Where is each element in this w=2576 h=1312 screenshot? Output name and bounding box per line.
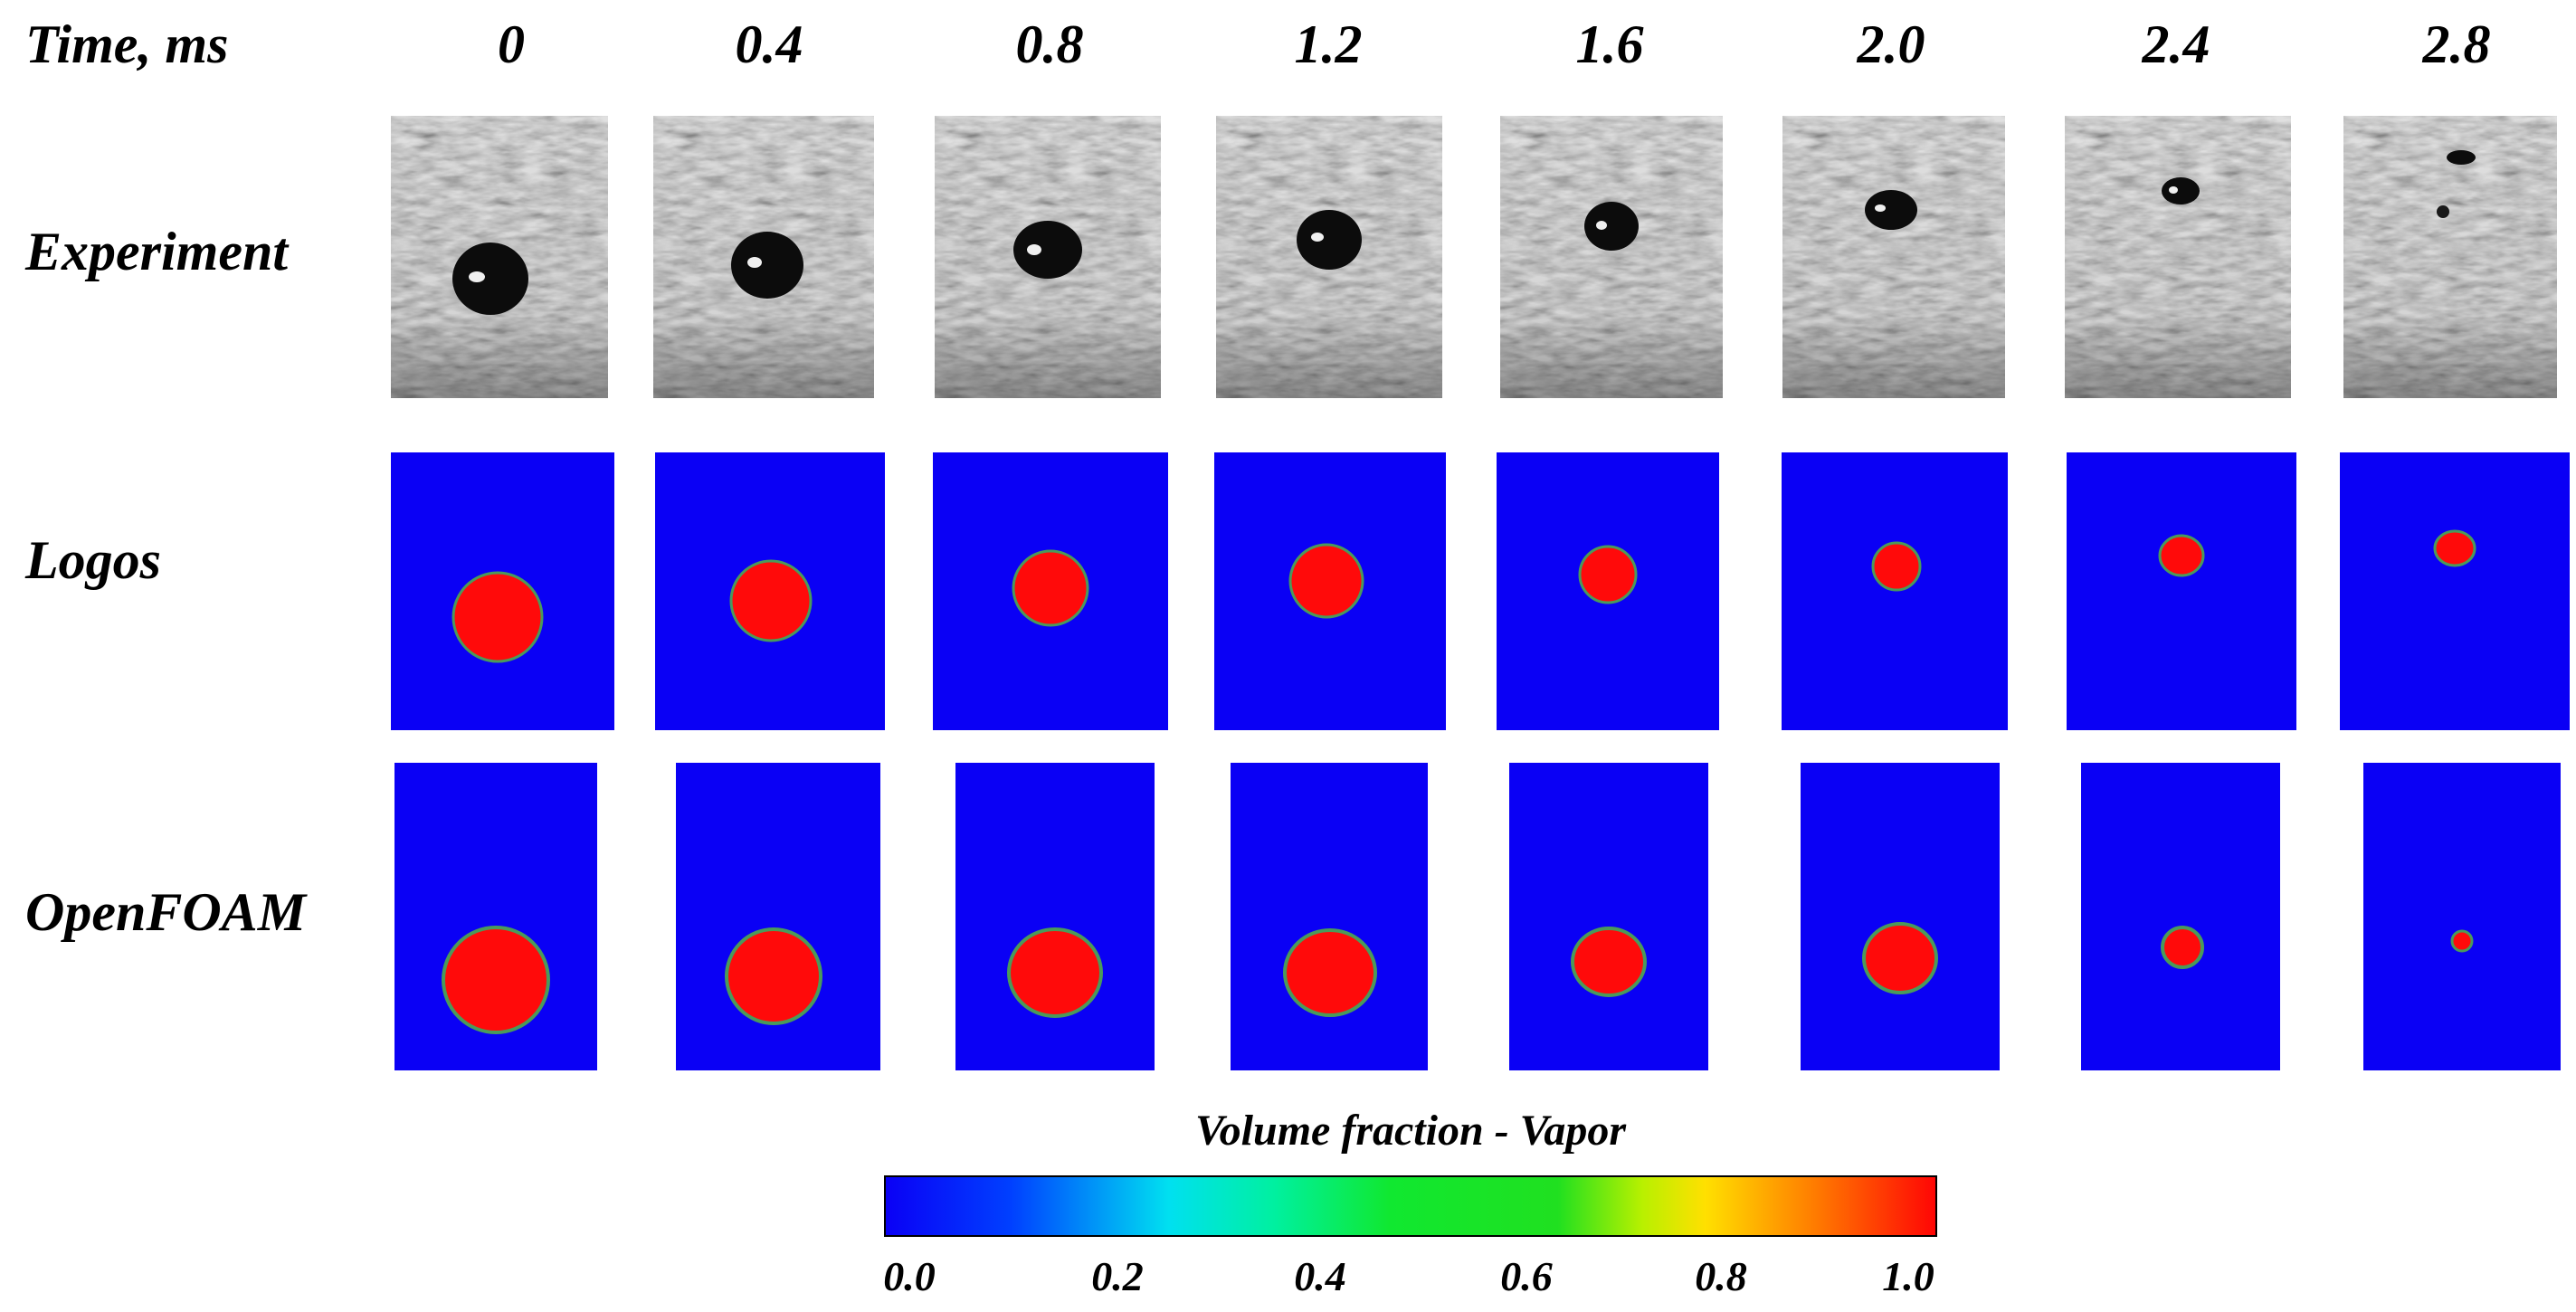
- vapor-bubble: [2161, 926, 2204, 969]
- openfoam-frame-1: [676, 763, 880, 1070]
- time-axis-label: Time, ms: [25, 14, 229, 74]
- row-label-logos: Logos: [25, 530, 161, 590]
- logos-frame-4: [1497, 452, 1719, 730]
- vapor-bubble: [442, 926, 550, 1034]
- vapor-bubble: [1007, 927, 1103, 1018]
- colorbar-tick-0: 0.0: [883, 1253, 936, 1299]
- logos-frame-5: [1782, 452, 2008, 730]
- colorbar-tick-5: 1.0: [1882, 1253, 1934, 1299]
- experiment-frame-4: [1500, 116, 1723, 398]
- vapor-bubble: [1288, 543, 1364, 619]
- experiment-frame-5: [1782, 116, 2005, 398]
- vapor-bubble: [1584, 202, 1639, 251]
- time-label-1: 0.4: [735, 14, 803, 74]
- experiment-frame-3: [1216, 116, 1442, 398]
- logos-frame-6: [2067, 452, 2296, 730]
- vapor-bubble: [1865, 190, 1917, 230]
- colorbar-tick-4: 0.8: [1695, 1253, 1747, 1299]
- vapor-bubble: [1297, 210, 1362, 270]
- colorbar-tick-1: 0.2: [1091, 1253, 1144, 1299]
- colorbar-ticks: 0.0 0.2 0.4 0.6 0.8 1.0: [883, 1253, 1937, 1304]
- logos-frame-1: [655, 452, 885, 730]
- vapor-bubble: [2433, 529, 2476, 567]
- experiment-frame-6: [2065, 116, 2291, 398]
- vapor-bubble: [452, 571, 544, 663]
- vapor-bubble: [729, 559, 813, 642]
- openfoam-frame-3: [1231, 763, 1428, 1070]
- vapor-bubble: [2450, 929, 2474, 953]
- openfoam-frame-2: [955, 763, 1155, 1070]
- vapor-bubble: [1871, 541, 1922, 592]
- vapor-bubble: [2162, 177, 2200, 204]
- row-label-experiment: Experiment: [25, 222, 289, 281]
- time-label-5: 2.0: [1857, 14, 1925, 74]
- colorbar-tick-2: 0.4: [1294, 1253, 1346, 1299]
- experiment-frame-2: [935, 116, 1161, 398]
- openfoam-frame-5: [1801, 763, 2000, 1070]
- openfoam-frame-6: [2081, 763, 2280, 1070]
- vapor-bubble: [1571, 927, 1647, 997]
- vapor-bubble: [1283, 928, 1377, 1017]
- time-label-4: 1.6: [1575, 14, 1644, 74]
- vapor-bubble: [452, 242, 528, 315]
- experiment-frame-0: [391, 116, 608, 398]
- vapor-bubble: [1862, 922, 1938, 994]
- vapor-bubble: [725, 927, 822, 1025]
- colorbar-tick-3: 0.6: [1500, 1253, 1553, 1299]
- experiment-frame-7: [2343, 116, 2557, 398]
- colorbar-title: Volume fraction - Vapor: [1194, 1107, 1627, 1155]
- logos-frame-0: [391, 452, 614, 730]
- openfoam-frame-7: [2363, 763, 2561, 1070]
- logos-frame-7: [2340, 452, 2570, 730]
- vapor-bubble: [1012, 549, 1089, 627]
- vapor-bubble: [731, 232, 803, 299]
- openfoam-frame-0: [394, 763, 597, 1070]
- colorbar: [884, 1175, 1937, 1237]
- row-label-openfoam: OpenFOAM: [25, 882, 307, 942]
- time-label-6: 2.4: [2142, 14, 2210, 74]
- vapor-bubble: [1013, 221, 1082, 279]
- vapor-bubble: [1578, 545, 1638, 604]
- time-label-0: 0: [498, 14, 525, 74]
- logos-frame-2: [933, 452, 1168, 730]
- openfoam-frame-4: [1509, 763, 1708, 1070]
- vapor-bubble: [2447, 150, 2476, 165]
- experiment-frame-1: [653, 116, 874, 398]
- time-label-2: 0.8: [1015, 14, 1084, 74]
- logos-frame-3: [1214, 452, 1446, 730]
- time-label-3: 1.2: [1294, 14, 1363, 74]
- vapor-bubble: [2158, 534, 2205, 577]
- time-label-7: 2.8: [2422, 14, 2491, 74]
